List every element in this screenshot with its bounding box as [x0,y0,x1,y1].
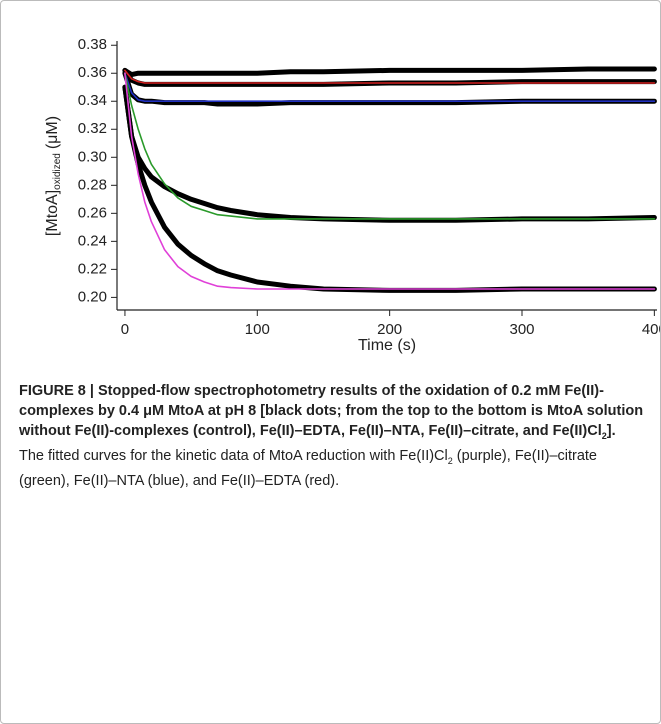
x-axis-label: Time (s) [358,337,416,354]
y-tick-label: 0.28 [78,176,107,193]
y-tick-label: 0.36 [78,64,107,81]
data-line [122,84,657,293]
caption-text: 2 [601,430,607,441]
y-tick-label: 0.34 [78,92,107,109]
y-tick-label: 0.32 [78,120,107,137]
y-label-sub: oxidized [52,153,63,190]
data-line [124,72,656,290]
chart: Time (s) [MtoA]oxidized (μM) 0.20 0.22 0.24… [44,36,660,354]
data-line [122,70,657,107]
y-tick-label: 0.30 [78,148,107,165]
y-tick-label: 0.22 [78,260,107,277]
caption-text: The fitted curves for the kinetic data o… [19,447,448,464]
y-label-main: [MtoA] [44,190,61,236]
x-tick-label: 200 [377,321,402,338]
y-tick-label: 0.26 [78,204,107,221]
y-label-unit: (μM) [44,116,61,149]
data-line [124,72,656,102]
x-tick-label: 400 [642,321,660,338]
caption-text: 2 [447,455,453,466]
data-line [124,72,656,220]
x-tick-label: 0 [121,321,129,338]
data-line [124,69,656,84]
caption-text: ]. [606,423,616,439]
caption: FIGURE 8 | Stopped-flow spectrophotometr… [19,381,644,491]
y-tick-label: 0.38 [78,36,107,53]
x-tick-label: 300 [509,321,534,338]
data-line [122,66,657,78]
caption-text: FIGURE 8 | Stopped-flow spectrophotometr… [19,383,644,439]
y-tick-label: 0.24 [78,232,107,249]
x-tick-label: 100 [245,321,270,338]
y-axis-label: [MtoA]oxidized (μM) [44,116,62,236]
y-tick-label: 0.20 [78,288,107,305]
data-line [122,84,657,223]
caption-text: (purple), Fe(II)–citrate (green), Fe(II)… [19,447,598,489]
